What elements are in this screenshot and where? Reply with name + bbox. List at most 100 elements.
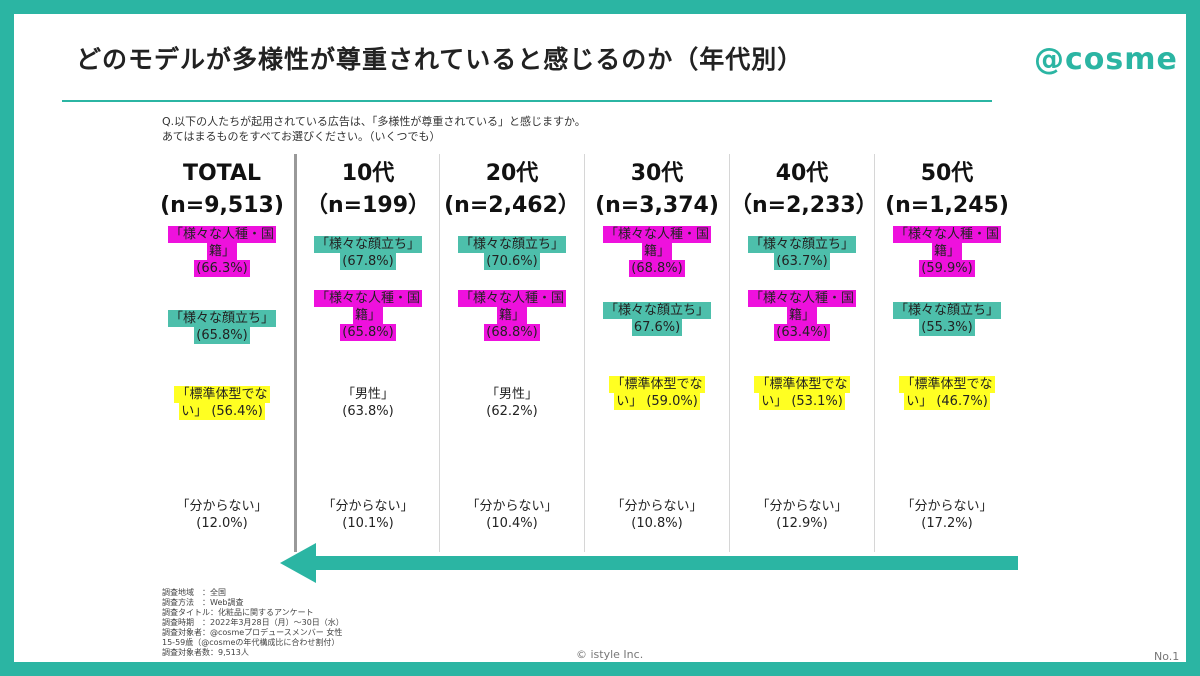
result-text: (63.4%) <box>774 324 830 341</box>
result-text: 「標準体型でな <box>754 376 850 393</box>
result-text: 「標準体型でな <box>899 376 995 393</box>
result-text: 「様々な顔立ち」 <box>747 236 856 253</box>
column-header: 40代 （n=2,233） <box>730 158 878 222</box>
column-label: 20代 <box>485 161 539 186</box>
result-text: (65.8%) <box>194 327 250 344</box>
column-age-1: 10代 （n=199） 「様々な顔立ち」 (67.8%) 「様々な人種・国 籍」 (65.8… <box>296 154 440 554</box>
result-item: 「分からない」 (10.4%) <box>440 498 584 532</box>
result-item: 「標準体型でな い」 (46.7%) <box>875 376 1019 410</box>
result-text: 「標準体型でな <box>174 386 270 403</box>
column-divider <box>439 154 440 552</box>
column-label: 50代 <box>920 161 974 186</box>
result-text: 「様々な人種・国 <box>313 290 422 307</box>
result-text: 「様々な人種・国 <box>167 226 276 243</box>
result-text: 籍」 <box>206 243 237 260</box>
note-line: 調査タイトル：化粧品に関するアンケート <box>162 608 314 617</box>
result-text: (63.7%) <box>774 253 830 270</box>
result-text: (62.2%) <box>486 404 538 419</box>
column-sample-size: （n=199） <box>305 193 431 218</box>
note-line: 調査対象者数：9,513人 <box>162 648 249 657</box>
column-age-2: 20代 (n=2,462） 「様々な顔立ち」 (70.6%) 「様々な人種・国 籍」 (68… <box>440 154 584 554</box>
result-text: 「様々な人種・国 <box>892 226 1001 243</box>
result-text: (10.1%) <box>342 516 394 531</box>
result-item: 「標準体型でな い」 (56.4%) <box>150 386 294 420</box>
survey-notes: 調査地域 ：全国 調査方法 ：Web調査 調査タイトル：化粧品に関するアンケート… <box>162 588 344 658</box>
result-text: 「男性」 <box>341 387 394 402</box>
result-text: 籍」 <box>496 307 527 324</box>
result-text: 「様々な顔立ち」 <box>602 302 711 319</box>
result-item: 「男性」 (62.2%) <box>440 386 584 420</box>
result-text: 籍」 <box>641 243 672 260</box>
result-text: 「様々な人種・国 <box>457 290 566 307</box>
result-text: い」 (46.7%) <box>904 393 990 410</box>
result-text: 「分からない」 <box>901 499 993 514</box>
result-text: 「様々な顔立ち」 <box>313 236 422 253</box>
column-sample-size: (n=9,513) <box>160 193 284 218</box>
column-header: 30代 (n=3,374) <box>585 158 729 222</box>
result-item: 「様々な人種・国 籍」 (68.8%) <box>585 226 729 277</box>
column-total: TOTAL (n=9,513) 「様々な人種・国 籍」 (66.3%) 「様々な顔立ち」(… <box>150 154 294 554</box>
cosme-logo: @cosme <box>1034 42 1178 77</box>
result-text: 「様々な顔立ち」 <box>892 302 1001 319</box>
column-header: 20代 (n=2,462） <box>440 158 584 222</box>
result-text: い」 (56.4%) <box>179 403 265 420</box>
result-text: (12.0%) <box>196 516 248 531</box>
note-line: 調査時期 ：2022年3月28日（月）～30日（水） <box>162 618 344 627</box>
result-text: (70.6%) <box>484 253 540 270</box>
result-text: (67.8%) <box>340 253 396 270</box>
result-text: 「分からない」 <box>611 499 703 514</box>
column-divider <box>584 154 585 552</box>
column-sample-size: （n=2,233） <box>730 193 878 218</box>
result-text: 「男性」 <box>485 387 538 402</box>
result-item: 「様々な顔立ち」 67.6%) <box>585 302 729 336</box>
result-text: 籍」 <box>931 243 962 260</box>
result-text: い」 (53.1%) <box>759 393 845 410</box>
column-sample-size: (n=1,245) <box>885 193 1009 218</box>
title-divider <box>62 100 992 102</box>
result-text: 「標準体型でな <box>609 376 705 393</box>
result-text: (12.9%) <box>776 516 828 531</box>
page-number: No.1 <box>1154 650 1180 663</box>
result-item: 「様々な顔立ち」 (70.6%) <box>440 236 584 270</box>
result-text: 「様々な顔立ち」 <box>457 236 566 253</box>
column-header: TOTAL (n=9,513) <box>150 158 294 222</box>
column-divider <box>729 154 730 552</box>
result-text: 籍」 <box>352 307 383 324</box>
result-text: (68.8%) <box>484 324 540 341</box>
column-header: 10代 （n=199） <box>296 158 440 222</box>
column-age-5: 50代 (n=1,245) 「様々な人種・国 籍」 (59.9%) 「様々な顔立ち」 (55… <box>875 154 1019 554</box>
result-item: 「男性」 (63.8%) <box>296 386 440 420</box>
column-label: 10代 <box>341 161 395 186</box>
result-text: 「様々な人種・国 <box>602 226 711 243</box>
left-arrow-icon <box>280 543 316 583</box>
note-line: 調査地域 ：全国 <box>162 588 226 597</box>
column-label: 40代 <box>775 161 829 186</box>
column-sample-size: (n=2,462） <box>444 193 580 218</box>
result-item: 「標準体型でな い」 (53.1%) <box>730 376 874 410</box>
result-item: 「分からない」 (10.1%) <box>296 498 440 532</box>
result-text: 「様々な人種・国 <box>747 290 856 307</box>
result-text: 「分からない」 <box>466 499 558 514</box>
column-divider <box>294 154 297 552</box>
column-sample-size: (n=3,374) <box>595 193 719 218</box>
question-line-1: Q.以下の人たちが起用されている広告は、「多様性が尊重されている」と感じますか。 <box>162 115 586 128</box>
result-text: 「様々な顔立ち」 <box>167 310 276 327</box>
result-item: 「標準体型でな い」 (59.0%) <box>585 376 729 410</box>
result-item: 「分からない」 (12.0%) <box>150 498 294 532</box>
result-item: 「様々な顔立ち」 (63.7%) <box>730 236 874 270</box>
result-text: (17.2%) <box>921 516 973 531</box>
survey-question: Q.以下の人たちが起用されている広告は、「多様性が尊重されている」と感じますか。… <box>162 114 586 144</box>
column-age-4: 40代 （n=2,233） 「様々な顔立ち」 (63.7%) 「様々な人種・国 籍」 (63… <box>730 154 878 554</box>
result-text: (59.9%) <box>919 260 975 277</box>
result-item: 「様々な人種・国 籍」 (68.8%) <box>440 290 584 341</box>
column-header: 50代 (n=1,245) <box>875 158 1019 222</box>
result-text: 67.6%) <box>631 319 683 336</box>
result-item: 「様々な人種・国 籍」 (65.8%) <box>296 290 440 341</box>
column-label: TOTAL <box>182 161 262 186</box>
column-divider <box>874 154 875 552</box>
result-text: い」 (59.0%) <box>614 393 700 410</box>
result-text: 「分からない」 <box>756 499 848 514</box>
copyright: © istyle Inc. <box>576 648 644 661</box>
column-label: 30代 <box>630 161 684 186</box>
